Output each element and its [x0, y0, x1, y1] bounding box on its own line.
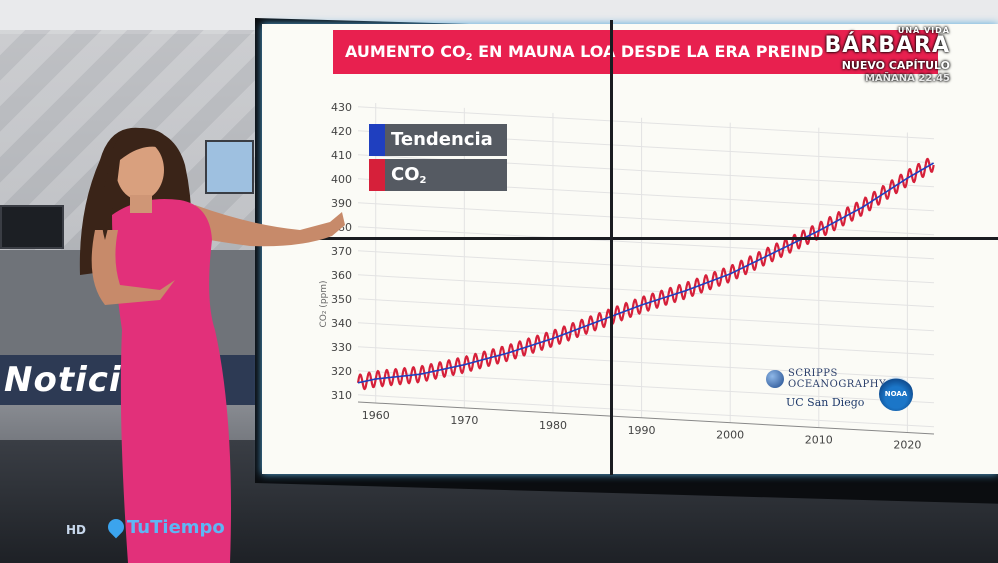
- y-tick-label: 350: [331, 293, 352, 306]
- y-axis-label: CO₂ (ppm): [319, 280, 329, 327]
- scripps-logo-line2: OCEANOGRAPHY: [788, 379, 887, 390]
- legend-label-tendencia: Tendencia: [391, 129, 493, 150]
- legend-item-co2: CO2: [369, 159, 507, 191]
- x-tick-label: 2000: [716, 429, 744, 442]
- grid-line-horizontal: [357, 202, 935, 236]
- series-line-tendencia: [357, 162, 935, 384]
- chart-title-subscript: 2: [465, 52, 473, 63]
- legend-label-co2-subscript: 2: [419, 175, 427, 186]
- grid-line-horizontal: [357, 250, 935, 284]
- grid-line-horizontal: [357, 346, 935, 380]
- video-wall-screen: [262, 24, 998, 474]
- y-tick-label: 320: [331, 365, 352, 378]
- screen-seam-vertical: [610, 20, 613, 475]
- y-tick-label: 390: [331, 197, 352, 210]
- presenter-face: [116, 140, 164, 200]
- presenter-hair-front: [101, 128, 169, 240]
- x-axis-ticks: 1960 1970 1980 1990 2000 2010 2020: [362, 409, 922, 452]
- newsroom-monitor: [0, 205, 64, 249]
- y-tick-label: 330: [331, 341, 352, 354]
- grid-line-horizontal: [357, 322, 935, 356]
- chart-title-part2: EN MAUNA LOA DESDE LA ERA PREIND: [472, 42, 824, 61]
- newsroom-monitor: [205, 140, 254, 194]
- promo-line-episode: NUEVO CAPÍTULO: [841, 59, 950, 72]
- x-tick-label: 2020: [893, 439, 921, 452]
- x-tick-label: 1960: [362, 409, 390, 422]
- chart-title-banner: AUMENTO CO2 EN MAUNA LOA DESDE LA ERA PR…: [333, 30, 938, 74]
- y-tick-label: 310: [331, 389, 352, 402]
- grid-line-horizontal: [357, 106, 935, 140]
- presenter-left-arm: [91, 230, 175, 305]
- y-tick-label: 410: [331, 149, 352, 162]
- hd-badge: HD: [66, 523, 87, 537]
- screen-seam-horizontal: [262, 237, 998, 240]
- y-tick-label: 370: [331, 245, 352, 258]
- grid-line-horizontal: [357, 394, 935, 428]
- channel-brand-label: TuTiempo: [127, 517, 225, 538]
- x-tick-label: 1990: [628, 424, 656, 437]
- globe-icon: [766, 370, 784, 388]
- promo-show-name: BÁRBARA: [824, 33, 950, 58]
- legend-label-co2: CO: [391, 164, 420, 185]
- promo-prefix: UNA VIDA: [897, 26, 950, 35]
- series-line-co2: [356, 157, 935, 391]
- ucsd-logo: UC San Diego: [786, 396, 865, 409]
- y-tick-label: 430: [331, 101, 352, 114]
- presenter-dress: [112, 199, 231, 563]
- y-tick-label: 400: [331, 173, 352, 186]
- program-promo: UNA VIDA BÁRBARA NUEVO CAPÍTULO MAÑANA 2…: [825, 26, 951, 84]
- grid-line-horizontal: [357, 226, 935, 260]
- noaa-logo: NOAA: [879, 377, 913, 411]
- chart-title-part1: AUMENTO CO: [345, 42, 466, 61]
- drop-icon: [104, 515, 128, 539]
- y-tick-label: 420: [331, 125, 352, 138]
- y-axis-ticks: 310320330340350360370380390400410420430: [331, 101, 352, 402]
- grid-line-horizontal: [357, 274, 935, 308]
- y-tick-label: 360: [331, 269, 352, 282]
- chart-x-axis: [357, 401, 935, 435]
- legend-swatch-co2: [369, 159, 385, 191]
- legend-swatch-tendencia: [369, 124, 385, 156]
- legend-item-tendencia: Tendencia: [369, 124, 507, 156]
- x-tick-label: 1980: [539, 419, 567, 432]
- presenter-arm: [185, 205, 345, 247]
- x-tick-label: 1970: [450, 414, 478, 427]
- scripps-logo-line1: SCRIPPS: [788, 368, 838, 379]
- grid-line-horizontal: [357, 298, 935, 332]
- presenter-neck: [130, 195, 152, 213]
- x-tick-label: 2010: [805, 434, 833, 447]
- y-tick-label: 340: [331, 317, 352, 330]
- promo-line-time: MAÑANA 22.45: [864, 73, 950, 84]
- grid-line-horizontal: [357, 370, 935, 404]
- scripps-logo: SCRIPPS OCEANOGRAPHY: [766, 368, 901, 394]
- channel-brand: TuTiempo: [104, 515, 225, 539]
